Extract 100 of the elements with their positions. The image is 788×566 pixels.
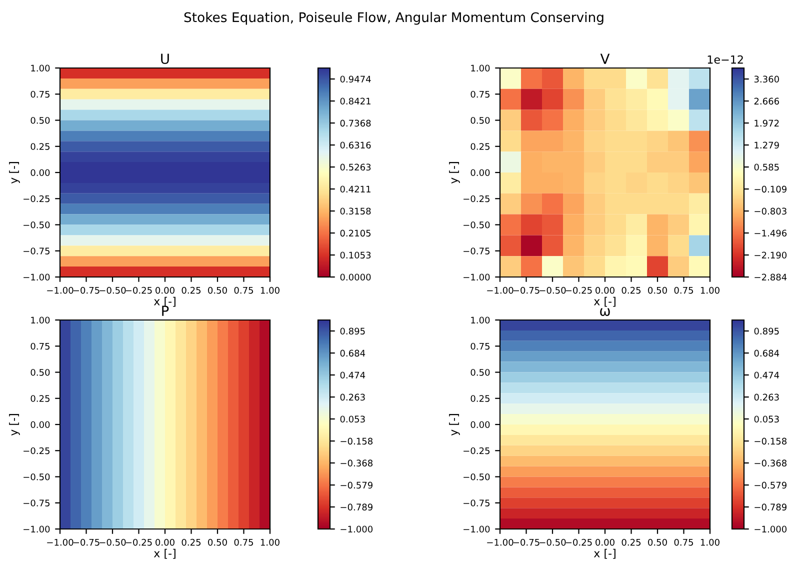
- color-bar-label: 0.053: [754, 416, 779, 423]
- x-tick-label: 0.50: [208, 538, 227, 546]
- color-bar-label: −0.158: [340, 438, 373, 445]
- y-tick-label: 0.50: [30, 116, 50, 124]
- color-bar-label: −0.789: [754, 504, 786, 511]
- y-axis-title: y [-]: [449, 162, 460, 184]
- x-tick-label: −0.75: [73, 538, 100, 546]
- y-tick-label: 0.50: [470, 368, 490, 376]
- y-tick-label: 0.25: [470, 395, 490, 402]
- y-tick-label: −0.25: [24, 447, 50, 454]
- color-bar-label: 0.684: [754, 350, 780, 357]
- y-tick-label: −0.25: [464, 195, 490, 202]
- x-tick-label: 0.00: [596, 538, 614, 546]
- x-tick-label: 0.00: [156, 538, 174, 546]
- color-bar-label: 1.972: [754, 120, 779, 127]
- x-tick-label: −1.00: [47, 538, 74, 546]
- y-tick-label: 1.00: [471, 64, 490, 72]
- y-tick-label: 0.75: [30, 90, 50, 98]
- x-tick-label: 1.00: [700, 286, 720, 294]
- y-tick-label: 0.00: [30, 169, 50, 176]
- color-bar-label: 0.895: [340, 328, 365, 335]
- color-bar-label: 0.474: [754, 372, 780, 379]
- x-tick-label: 0.00: [156, 286, 174, 294]
- x-tick-label: −0.25: [566, 538, 592, 546]
- x-tick-label: −0.50: [100, 286, 126, 294]
- color-bar-label: 0.684: [340, 350, 366, 357]
- color-bar-label: 0.0000: [340, 274, 371, 281]
- x-tick-label: 1.00: [260, 286, 280, 294]
- y-tick-label: −0.50: [464, 473, 490, 480]
- y-tick-label: 0.75: [470, 90, 490, 98]
- y-tick-label: −0.25: [24, 195, 50, 202]
- y-tick-label: 0.50: [470, 116, 490, 124]
- x-tick-label: −0.50: [100, 538, 126, 546]
- y-tick-label: −0.50: [24, 221, 50, 228]
- y-tick-label: −0.50: [24, 473, 50, 480]
- x-axis-title: x [-]: [154, 296, 176, 307]
- color-bar-label: 0.7368: [340, 120, 371, 127]
- text: Stokes Equation, Poiseule Flow, Angular Momentum Conserving: [184, 12, 604, 25]
- x-axis-title: x [-]: [594, 296, 616, 307]
- y-tick-label: 1.00: [31, 64, 50, 72]
- color-bar-label: 0.6316: [340, 142, 371, 149]
- x-tick-label: −0.75: [513, 286, 540, 294]
- y-axis-title: y [-]: [449, 414, 460, 436]
- x-axis-title: x [-]: [594, 548, 616, 559]
- color-bar-label: −2.190: [754, 252, 787, 259]
- x-tick-label: −1.00: [487, 286, 514, 294]
- x-tick-label: 1.00: [700, 538, 720, 546]
- y-tick-label: 0.00: [470, 421, 490, 428]
- color-bar-label: −2.884: [754, 274, 787, 281]
- y-tick-label: −0.25: [464, 447, 490, 454]
- color-bar-label: 0.3158: [340, 208, 371, 215]
- y-tick-label: −0.75: [24, 500, 50, 506]
- color-bar-label: 0.5263: [340, 164, 371, 171]
- color-bar-label: −0.579: [754, 482, 786, 489]
- color-bar-label: 0.1053: [340, 252, 371, 259]
- y-tick-label: 0.25: [30, 143, 50, 150]
- y-tick-label: −1.00: [464, 274, 490, 281]
- x-tick-label: 0.25: [182, 286, 201, 294]
- x-tick-label: 0.25: [182, 538, 201, 546]
- y-tick-label: 1.00: [471, 316, 490, 324]
- color-bar-label: 0.8421: [340, 98, 370, 105]
- y-tick-label: 0.00: [30, 421, 50, 428]
- y-tick-label: 0.75: [30, 342, 50, 350]
- chart-title: P: [162, 306, 169, 316]
- text: 1e−12: [708, 55, 743, 64]
- color-bar-label: −0.368: [340, 460, 373, 467]
- color-bar-label: −0.368: [754, 460, 787, 467]
- y-tick-label: 0.00: [470, 169, 490, 176]
- color-bar-label: 0.263: [340, 394, 365, 401]
- color-bar-label: −1.000: [754, 526, 787, 533]
- x-tick-label: 0.00: [596, 286, 614, 294]
- y-tick-label: −0.75: [24, 248, 50, 254]
- color-bar-label: 0.2105: [340, 230, 371, 237]
- x-tick-label: −0.75: [73, 286, 100, 294]
- y-tick-label: −0.75: [464, 248, 490, 254]
- x-tick-label: −0.50: [540, 538, 566, 546]
- x-tick-label: 0.75: [674, 286, 694, 294]
- color-bar-label: −0.109: [754, 186, 786, 193]
- color-bar-label: 0.895: [754, 328, 779, 335]
- x-tick-label: 0.25: [622, 538, 641, 546]
- color-bar-label: 0.585: [754, 164, 779, 171]
- y-tick-label: 0.25: [470, 143, 490, 150]
- x-tick-label: 0.75: [234, 538, 254, 546]
- color-bar-label: −0.158: [754, 438, 787, 445]
- color-bar-label: 0.4211: [340, 186, 370, 193]
- color-bar-label: −1.000: [340, 526, 373, 533]
- color-bar-label: −0.803: [754, 208, 786, 215]
- color-bar-label: 0.263: [754, 394, 779, 401]
- y-tick-label: −1.00: [464, 526, 490, 533]
- chart-title: ω: [600, 308, 610, 316]
- x-tick-label: 0.50: [648, 538, 667, 546]
- y-tick-label: 0.75: [470, 342, 490, 350]
- color-bar-label: −0.579: [340, 482, 372, 489]
- x-tick-label: 0.25: [622, 286, 641, 294]
- y-tick-label: −1.00: [24, 274, 50, 281]
- y-axis-title: y [-]: [9, 162, 20, 184]
- y-tick-label: −0.75: [464, 500, 490, 506]
- x-tick-label: −1.00: [487, 538, 514, 546]
- x-tick-label: −1.00: [47, 286, 74, 294]
- chart-title: U: [161, 54, 169, 64]
